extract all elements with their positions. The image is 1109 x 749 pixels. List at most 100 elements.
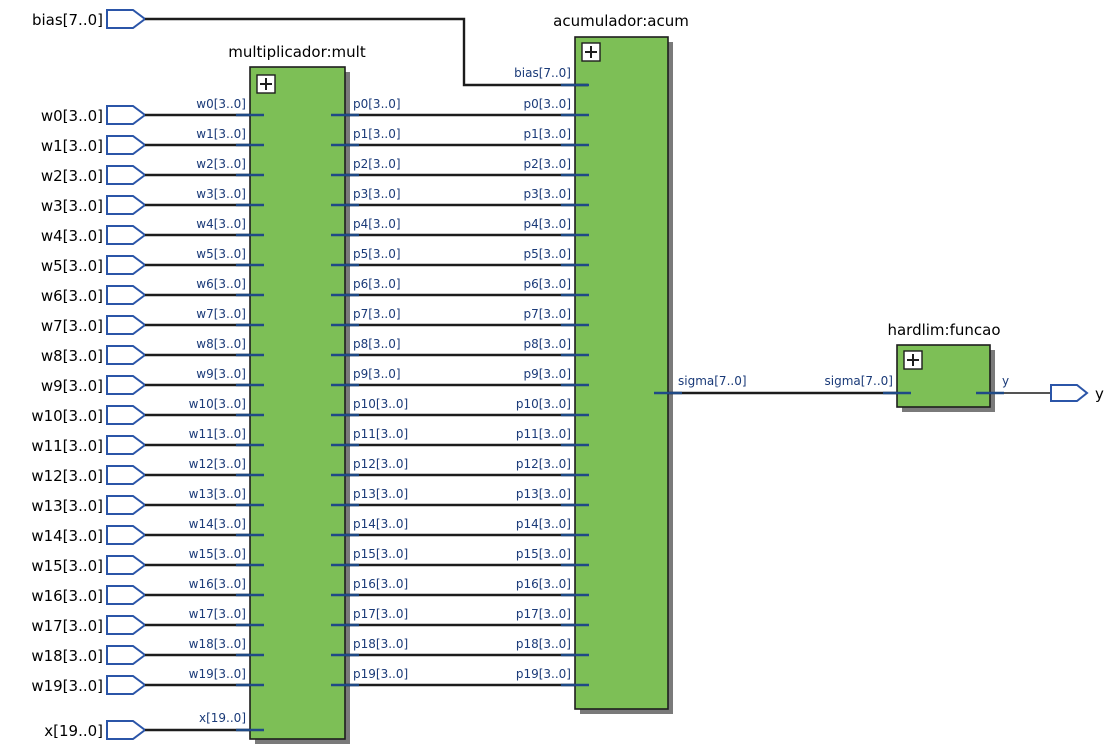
weight-input-label: w6[3..0]: [41, 287, 103, 305]
acum-pin-label: p9[3..0]: [523, 367, 571, 381]
mult-out-pin-label: p9[3..0]: [353, 367, 401, 381]
funcao-expand-icon[interactable]: [903, 350, 923, 370]
mult-out-pin-label: p10[3..0]: [353, 397, 408, 411]
weight-input-label: w11[3..0]: [31, 437, 103, 455]
mult-in-pin-label: w5[3..0]: [196, 247, 246, 261]
weight-input-port[interactable]: [106, 225, 147, 245]
weight-input-label: w5[3..0]: [41, 257, 103, 275]
weight-input-port[interactable]: [106, 135, 147, 155]
mult-in-pin-label: w6[3..0]: [196, 277, 246, 291]
weight-input-port[interactable]: [106, 615, 147, 635]
acum-pin-label: p19[3..0]: [516, 667, 571, 681]
acum-out-pin-label: sigma[7..0]: [678, 374, 747, 388]
weight-input-label: w0[3..0]: [41, 107, 103, 125]
mult-in-pin-label: w7[3..0]: [196, 307, 246, 321]
mult-in-pin-label: w16[3..0]: [189, 577, 246, 591]
mult-out-pin-label: p16[3..0]: [353, 577, 408, 591]
weight-input-port[interactable]: [106, 345, 147, 365]
mult-in-pin-label: w18[3..0]: [189, 637, 246, 651]
weight-input-port[interactable]: [106, 555, 147, 575]
weight-input-label: w4[3..0]: [41, 227, 103, 245]
funcao-in-pin-label: sigma[7..0]: [824, 374, 893, 388]
mult-out-pin-label: p13[3..0]: [353, 487, 408, 501]
mult-out-pin-label: p11[3..0]: [353, 427, 408, 441]
acum-pin-label: p15[3..0]: [516, 547, 571, 561]
weight-input-port[interactable]: [106, 585, 147, 605]
funcao-title: hardlim:funcao: [887, 321, 1000, 339]
acum-pin-label: p13[3..0]: [516, 487, 571, 501]
acum-pin-label: p11[3..0]: [516, 427, 571, 441]
weight-input-port[interactable]: [106, 525, 147, 545]
mult-in-pin-label: w10[3..0]: [189, 397, 246, 411]
funcao-out-pin-label: y: [1002, 374, 1009, 388]
acum-expand-icon[interactable]: [581, 42, 601, 62]
weight-input-port[interactable]: [106, 285, 147, 305]
multiplicador-block[interactable]: [249, 66, 346, 740]
weight-input-port[interactable]: [106, 375, 147, 395]
mult-out-pin-label: p8[3..0]: [353, 337, 401, 351]
mult-in-pin-label: w15[3..0]: [189, 547, 246, 561]
mult-out-pin-label: p15[3..0]: [353, 547, 408, 561]
bias-input-port[interactable]: [106, 9, 147, 29]
mult-in-pin-label: w17[3..0]: [189, 607, 246, 621]
mult-out-pin-label: p17[3..0]: [353, 607, 408, 621]
acum-pin-label: p0[3..0]: [523, 97, 571, 111]
weight-input-port[interactable]: [106, 465, 147, 485]
acum-pin-label: p2[3..0]: [523, 157, 571, 171]
mult-out-pin-label: p14[3..0]: [353, 517, 408, 531]
weight-input-label: w16[3..0]: [31, 587, 103, 605]
acum-pin-label: p16[3..0]: [516, 577, 571, 591]
mult-in-pin-label: w3[3..0]: [196, 187, 246, 201]
acum-pin-label: p3[3..0]: [523, 187, 571, 201]
mult-out-pin-label: p0[3..0]: [353, 97, 401, 111]
acum-pin-label: p7[3..0]: [523, 307, 571, 321]
weight-input-port[interactable]: [106, 105, 147, 125]
weight-input-port[interactable]: [106, 645, 147, 665]
mult-out-pin-label: p2[3..0]: [353, 157, 401, 171]
mult-in-pin-label: w4[3..0]: [196, 217, 246, 231]
mult-in-pin-label: w19[3..0]: [189, 667, 246, 681]
acum-pin-label: p14[3..0]: [516, 517, 571, 531]
weight-input-label: w8[3..0]: [41, 347, 103, 365]
x-input-port[interactable]: [106, 720, 147, 740]
acumulador-block[interactable]: [574, 36, 669, 710]
acum-pin-label: p8[3..0]: [523, 337, 571, 351]
mult-out-pin-label: p19[3..0]: [353, 667, 408, 681]
mult-out-pin-label: p7[3..0]: [353, 307, 401, 321]
weight-input-label: w12[3..0]: [31, 467, 103, 485]
mult-out-pin-label: p12[3..0]: [353, 457, 408, 471]
mult-in-pin-label: w12[3..0]: [189, 457, 246, 471]
mult-expand-icon[interactable]: [256, 74, 276, 94]
mult-in-pin-label: w14[3..0]: [189, 517, 246, 531]
bias-input-label: bias[7..0]: [32, 11, 103, 29]
weight-input-label: w10[3..0]: [31, 407, 103, 425]
weight-input-port[interactable]: [106, 195, 147, 215]
mult-out-pin-label: p1[3..0]: [353, 127, 401, 141]
mult-in-pin-label: w8[3..0]: [196, 337, 246, 351]
weight-input-label: w2[3..0]: [41, 167, 103, 185]
mult-title: multiplicador:mult: [228, 43, 366, 61]
weight-input-port[interactable]: [106, 165, 147, 185]
y-output-port[interactable]: [1050, 384, 1089, 402]
acum-pin-label: p12[3..0]: [516, 457, 571, 471]
weight-input-port[interactable]: [106, 315, 147, 335]
weight-input-label: w3[3..0]: [41, 197, 103, 215]
acum-title: acumulador:acum: [553, 12, 689, 30]
mult-in-pin-label: w11[3..0]: [189, 427, 246, 441]
weight-input-port[interactable]: [106, 435, 147, 455]
mult-in-pin-label: w0[3..0]: [196, 97, 246, 111]
acum-pin-label: p17[3..0]: [516, 607, 571, 621]
weight-input-label: w19[3..0]: [31, 677, 103, 695]
weight-input-port[interactable]: [106, 405, 147, 425]
mult-in-pin-label: w1[3..0]: [196, 127, 246, 141]
weight-input-label: w9[3..0]: [41, 377, 103, 395]
weight-input-label: w14[3..0]: [31, 527, 103, 545]
weight-input-label: w1[3..0]: [41, 137, 103, 155]
weight-input-port[interactable]: [106, 675, 147, 695]
mult-out-pin-label: p6[3..0]: [353, 277, 401, 291]
mult-in-pin-label: w13[3..0]: [189, 487, 246, 501]
weight-input-port[interactable]: [106, 255, 147, 275]
mult-out-pin-label: p4[3..0]: [353, 217, 401, 231]
x-input-label: x[19..0]: [44, 722, 103, 740]
weight-input-port[interactable]: [106, 495, 147, 515]
